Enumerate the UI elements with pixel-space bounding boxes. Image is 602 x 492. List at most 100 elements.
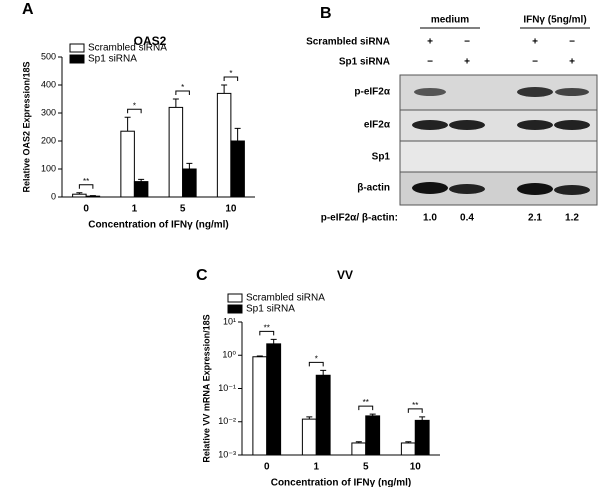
treatment-sign: − [427,57,433,68]
bar [72,193,87,198]
y-tick-label: 400 [41,79,56,89]
panel-label: C [196,267,208,284]
treatment-sign: + [569,57,575,68]
bar [216,92,232,198]
y-tick-label: 300 [41,107,56,117]
blot-panel: B medium IFNγ (5ng/ml) Scrambled siRNA S… [306,5,598,206]
error-bar [76,192,83,195]
x-tick-label: 1 [132,204,138,215]
band [449,184,485,194]
bar [168,106,184,198]
sig-bracket [223,76,239,81]
sig-bracket [127,108,142,114]
panel-label: B [320,5,332,22]
legend-swatch [69,54,85,64]
treatment-sign: + [532,37,538,48]
ratio: 2.1 [528,213,542,224]
error-bar [172,98,179,108]
x-tick-label: 1 [313,462,319,473]
group-label: IFNγ (5ng/ml) [523,15,586,26]
legend-label: Scrambled siRNA [246,293,325,304]
x-tick-label: 0 [264,462,270,473]
band [554,185,590,195]
treatment-sign: − [569,37,575,48]
band [555,88,589,96]
x-axis-label: Concentration of IFNγ (ng/ml) [88,220,229,231]
x-tick-label: 10 [225,204,237,215]
sig-label: ** [264,323,270,332]
band-label: p-eIF2α [354,87,390,98]
band [517,120,553,130]
band-label: eIF2α [364,120,391,131]
sig-bracket [175,90,190,95]
band-label: Sp1 [372,152,391,163]
y-tick-label: 10¹ [223,316,236,326]
band-label: β-actin [357,183,390,194]
y-axis-label: Relative OAS2 Expression/18S [21,61,31,192]
sig-label: * [229,69,232,78]
y-tick-label: 10⁻³ [218,449,236,459]
bar [182,168,197,198]
band [449,120,485,130]
ratio: 0.4 [460,213,474,224]
sig-label: ** [363,398,369,407]
y-tick-label: 10⁻² [218,416,236,426]
legend-label: Scrambled siRNA [88,43,167,54]
y-axis-label: Relative VV mRNA Expression/18S [201,314,211,462]
sig-bracket [407,408,423,413]
legend-swatch [69,43,85,53]
y-tick-label: 0 [51,191,56,201]
sig-bracket [308,361,324,367]
treatment-sign: − [532,57,538,68]
x-tick-label: 5 [180,204,186,215]
sig-label: * [133,101,136,110]
ratio: 1.0 [423,213,437,224]
bar [315,374,331,456]
bar [133,181,149,198]
legend-swatch [227,293,243,303]
bar [252,356,268,456]
error-bar [419,416,426,421]
blot-strip [399,140,598,173]
x-axis-label: Concentration of IFNγ (ng/ml) [271,478,412,487]
error-bar [256,355,263,357]
y-tick-label: 10⁻¹ [218,383,236,393]
band [414,88,446,96]
group-label: medium [431,15,469,26]
legend-label: Sp1 siRNA [246,304,295,315]
bar [85,195,101,198]
x-tick-label: 5 [363,462,369,473]
error-bar [221,84,228,94]
y-tick-label: 100 [41,163,56,173]
chart-title: OAS2 [134,34,167,48]
error-bar [320,369,327,376]
sig-bracket [78,184,94,189]
bar [414,419,430,456]
band [412,182,448,194]
sig-label: ** [412,401,418,410]
error-bar [138,178,145,182]
panel-label: A [22,1,34,18]
y-tick-label: 10⁰ [222,350,236,360]
treatment-sign: − [464,37,470,48]
sig-bracket [358,405,374,411]
sig-label: * [315,355,318,364]
band [517,183,553,195]
band [554,120,590,130]
bar [120,130,135,198]
error-bar [89,195,96,197]
treatment-label: Sp1 siRNA [339,57,390,68]
bar [266,343,282,456]
bar [301,418,317,456]
y-tick-label: 500 [41,51,56,61]
band [412,120,448,130]
legend-swatch [227,304,243,314]
chart-title: VV [337,268,353,282]
band [517,87,553,97]
bar [365,415,381,456]
treatment-sign: + [464,57,470,68]
error-bar [234,127,241,141]
bar [351,442,367,456]
error-bar [306,416,313,420]
